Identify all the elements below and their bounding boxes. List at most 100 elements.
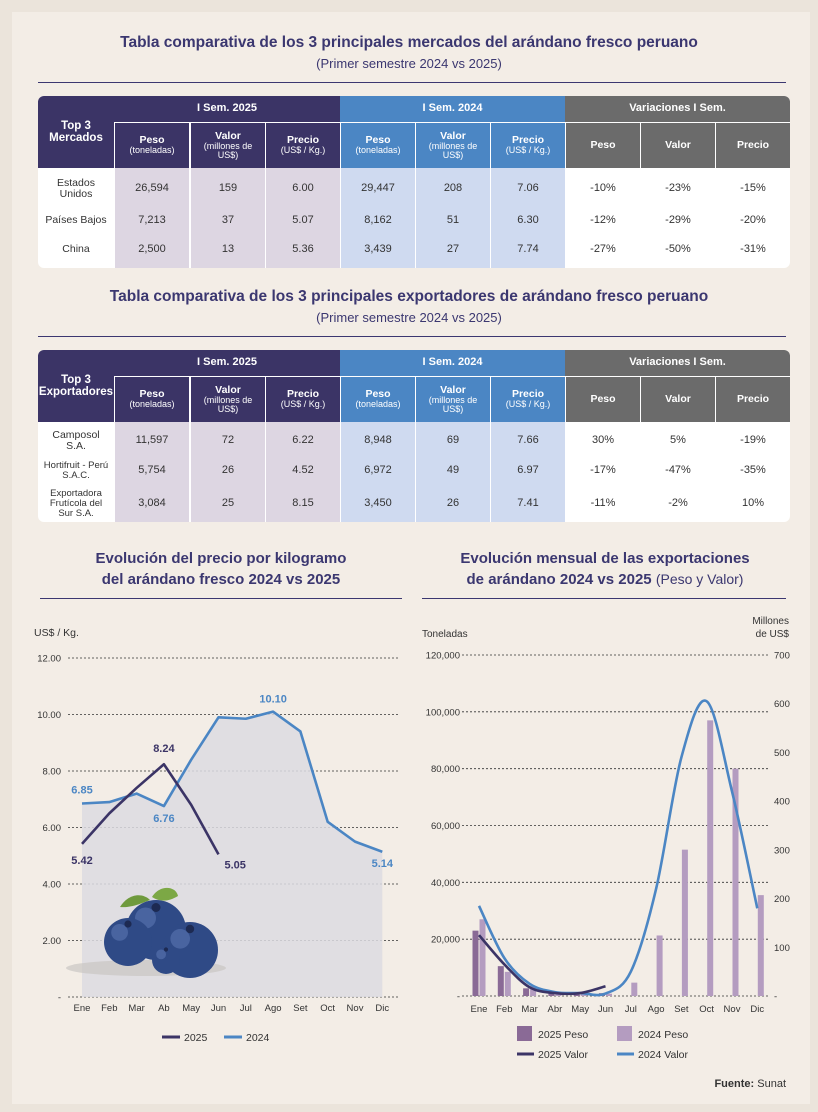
blueberry-crown [151,903,161,912]
x-tick-label: Jul [625,1004,637,1015]
valor-2025-cell: 25 [191,486,265,522]
y-tick-label-left: 20,000 [431,935,460,946]
precio-2024-cell: 7.74 [491,235,565,264]
x-tick-label: Dic [750,1004,764,1015]
col-precio-2024-header: Precio (US$ / Kg.) [491,377,565,422]
y-tick-label-left: 60,000 [431,821,460,832]
peso-2025-value: 2,500 [138,242,166,255]
var-precio-cell: -35% [716,456,790,486]
valor-2025-value: 37 [221,213,235,226]
col-precio-2024-header: Precio (US$ / Kg.) [491,123,565,168]
x-tick-label: Ene [471,1004,488,1015]
y-axis-label-left: Toneladas [422,629,468,640]
precio-2024-cell: 7.06 [491,172,565,206]
y-tick-label-right: 400 [774,797,790,808]
y-tick-label-left: - [457,992,460,1003]
exports-chart-title-suffix: (Peso y Valor) [655,571,744,587]
var-precio-value: -20% [740,213,766,226]
valor-2025-value: 159 [218,182,238,195]
precio-2024-cell: 7.41 [491,486,565,522]
price-line-chart: US$ / Kg. - 2.00 4.00 6.00 8.00 10.00 12.00 Ene F… [34,627,400,1044]
col-precio-2025: Precio (US$ / Kg.) [281,135,326,155]
col-valor-2024-label: Valor [440,383,466,396]
bar-2025-peso [497,966,504,996]
x-tick-label: Ab [158,1003,170,1014]
var-valor-cell: -29% [641,206,715,235]
line-2025 [81,762,220,855]
col-bg-2024 [341,422,415,522]
row-label-text: Estados Unidos [57,176,95,200]
bar-2025-peso [548,993,555,996]
var-valor-header: Valor [641,377,715,422]
var-valor-cell: 5% [641,426,715,456]
x-tick-label: Nov [724,1004,741,1015]
group-header-2025: I Sem. 2025 [114,350,340,376]
col-bg-2025 [191,422,265,522]
var-valor-cell: -2% [641,486,715,522]
y-tick-label-right: 200 [774,894,790,905]
col-bg-2024 [416,422,490,522]
bar-2025-peso [523,988,530,996]
bar-2024-peso [631,982,638,996]
col-peso-2024: Peso (toneladas) [355,135,400,155]
col-valor-2025-label: Valor [215,129,241,142]
col-precio-2025-label: Precio [286,388,320,401]
x-tick-label: Ago [648,1004,665,1015]
bar-2024-peso [681,849,688,996]
valor-2025-cell: 26 [191,456,265,486]
y-axis-label-right: Millones [752,616,789,627]
col-precio-2024: Precio (US$ / Kg.) [506,389,551,409]
row-label: Hortifruit - Perú S.A.C. [42,456,110,486]
group-var-label: Variaciones I Sem. [629,356,726,369]
source-value: Sunat [757,1078,786,1090]
peso-2025-cell: 26,594 [115,172,189,206]
col-peso-2024-unit: (toneladas) [355,399,401,410]
col-valor-2025: Valor (millones de US$) [195,129,261,161]
var-peso-cell: -17% [566,456,640,486]
data-label: 6.76 [153,813,174,825]
var-precio-label: Precio [736,392,770,405]
peso-2024-value: 6,972 [364,464,392,477]
x-tick-label: May [182,1003,200,1014]
y-tick-label: 10.00 [37,710,61,721]
var-precio-cell: -20% [716,206,790,235]
precio-2025-value: 5.07 [292,213,314,226]
valor-2025-cell: 159 [191,172,265,206]
col-bg-2024 [416,168,490,268]
y-tick-label: - [58,993,61,1004]
data-label: 5.14 [372,858,394,870]
precio-2025-cell: 6.00 [266,172,340,206]
x-tick-label: May [571,1004,589,1015]
col-peso-2024-label: Peso [365,388,391,401]
col-bg-2024 [341,168,415,268]
group-header-variations: Variaciones I Sem. [565,350,790,376]
precio-2025-cell: 8.15 [266,486,340,522]
row-label: Estados Unidos [42,172,110,206]
bar-2024-peso [732,768,739,996]
table-corner-label: Top 3 Exportadores [38,373,114,398]
var-precio-value: -19% [740,434,766,447]
col-peso-2025-header: Peso (toneladas) [115,377,189,422]
peso-2024-value: 3,450 [364,497,392,510]
legend-label-2024-peso: 2024 Peso [638,1029,688,1041]
var-precio-value: -15% [740,182,766,195]
precio-2025-value: 8.15 [292,497,314,510]
exporters-table-subtitle: (Primer semestre 2024 vs 2025) [316,310,502,325]
precio-2024-cell: 7.66 [491,426,565,456]
blueberry-highlight [156,949,167,960]
legend-swatch-2025-peso [517,1026,532,1041]
data-label: 10.10 [259,694,287,706]
var-valor-value: -50% [665,242,691,255]
valor-2024-cell: 51 [416,206,490,235]
y-tick-label-left: 40,000 [431,878,460,889]
x-tick-label: Jul [240,1003,252,1014]
valor-2024-value: 69 [446,434,460,447]
precio-2025-value: 4.52 [292,464,314,477]
leaf-icon [120,895,150,908]
line-2025-valor [478,934,606,996]
row-label-text: China [62,242,90,255]
col-valor-2025-header: Valor (millones de US$) [191,123,265,168]
bar-2024-peso [504,971,511,996]
x-tick-label: Mar [521,1004,537,1015]
bar-2025-peso [573,994,580,996]
